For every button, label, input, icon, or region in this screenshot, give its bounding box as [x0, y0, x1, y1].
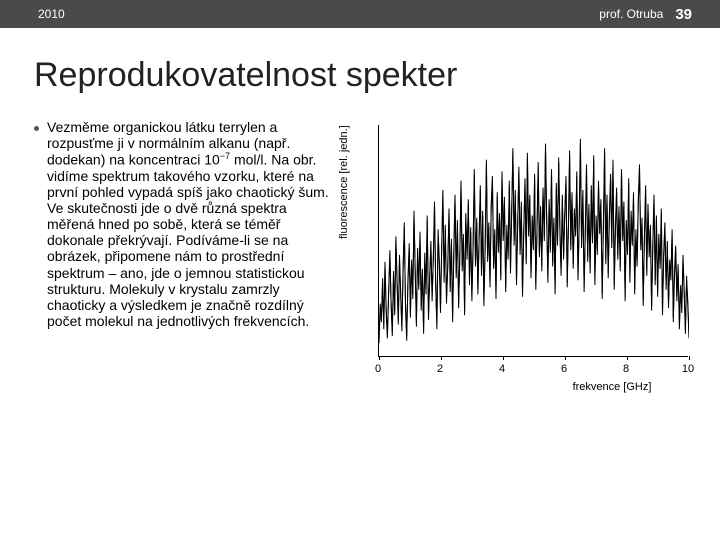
chart-x-tick-label: 2	[437, 363, 443, 375]
slide-title: Reprodukovatelnost spekter	[0, 28, 720, 95]
chart-x-tick-label: 8	[623, 363, 629, 375]
slide-header: 2010 prof. Otruba 39	[0, 0, 720, 28]
header-year: 2010	[38, 7, 599, 21]
chart-x-tick-mark	[689, 356, 690, 360]
bullet-text-post: mol/l. Na obr. vidíme spektrum takového …	[47, 152, 329, 329]
chart-x-tick-label: 6	[561, 363, 567, 375]
chart-x-tick-mark	[627, 356, 628, 360]
bullet-exponent: −7	[220, 151, 230, 161]
bullet-text: Vezměme organickou látku terrylen a rozp…	[47, 119, 334, 399]
chart-plot-area	[378, 125, 688, 357]
header-author: prof. Otruba	[599, 7, 663, 21]
chart-svg	[379, 125, 689, 357]
chart-x-tick-mark	[379, 356, 380, 360]
chart-y-axis-label: fluorescence [rel. jedn.]	[338, 125, 350, 239]
chart-x-axis-label: frekvence [GHz]	[342, 381, 702, 393]
slide-content: Vezměme organickou látku terrylen a rozp…	[0, 95, 720, 399]
chart-x-tick-mark	[503, 356, 504, 360]
chart-x-tick-label: 10	[682, 363, 694, 375]
spectrum-chart: fluorescence [rel. jedn.] 0246810 frekve…	[342, 119, 702, 399]
chart-x-tick-mark	[441, 356, 442, 360]
chart-x-tick-label: 4	[499, 363, 505, 375]
header-page-number: 39	[675, 6, 692, 23]
bullet-column: Vezměme organickou látku terrylen a rozp…	[34, 119, 334, 399]
chart-x-tick-label: 0	[375, 363, 381, 375]
chart-x-tick-mark	[565, 356, 566, 360]
bullet-marker-icon	[34, 126, 39, 131]
chart-column: fluorescence [rel. jedn.] 0 2 4 6 8 10 frekve…	[334, 119, 708, 399]
